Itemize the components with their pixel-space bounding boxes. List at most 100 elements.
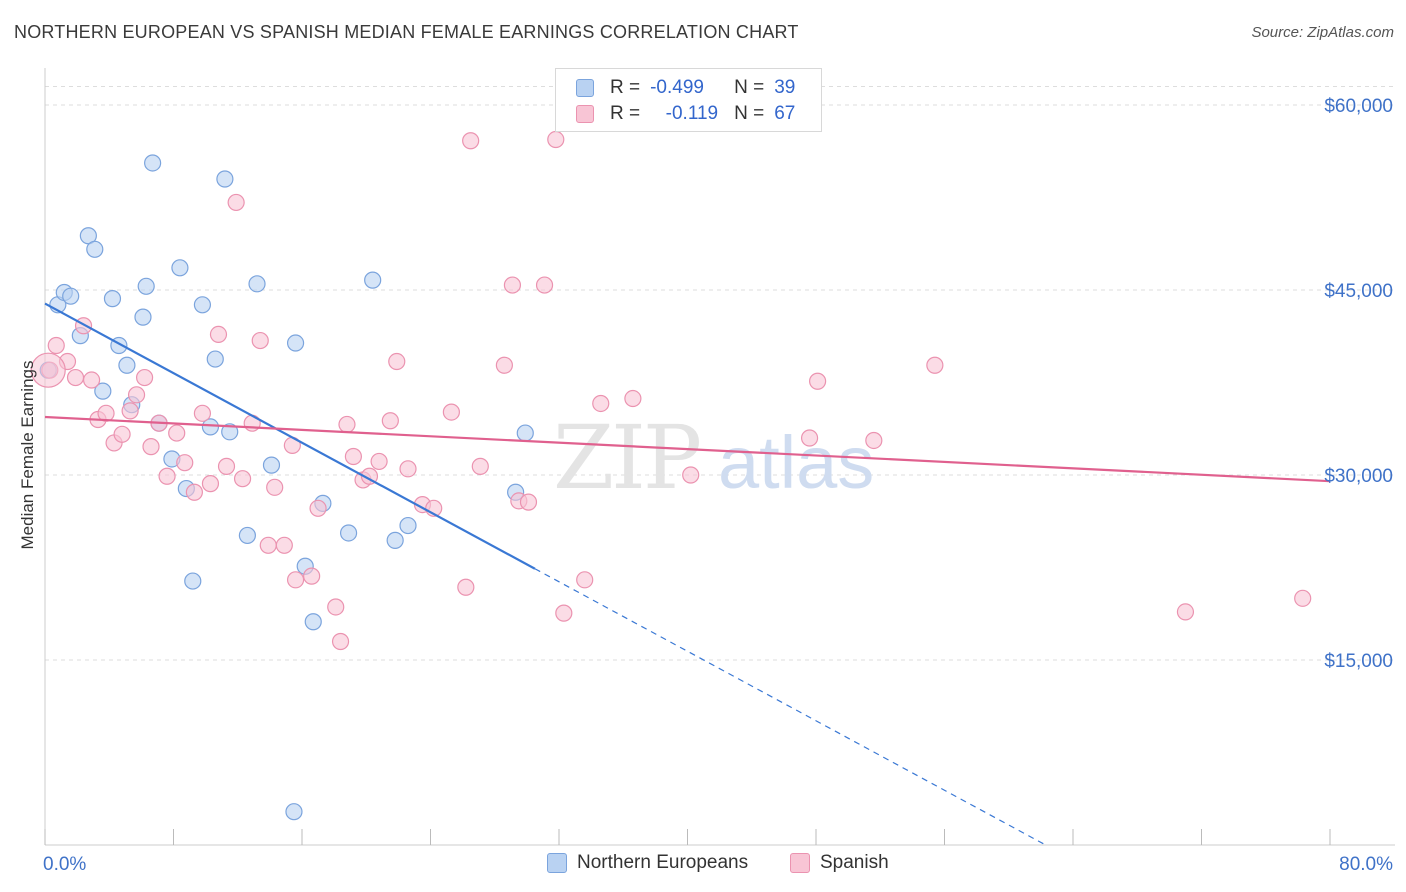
spanish-point xyxy=(462,132,480,150)
northern-europeans-point xyxy=(221,423,239,441)
spanish-point xyxy=(327,598,345,616)
spanish-point xyxy=(201,475,220,493)
northern-europeans-point xyxy=(144,154,162,172)
spanish-point xyxy=(381,412,399,430)
spanish-point xyxy=(113,425,131,443)
spanish-point xyxy=(185,483,203,501)
spanish-point xyxy=(682,466,700,484)
northern-europeans-point xyxy=(118,356,136,374)
legend-label: Spanish xyxy=(820,852,889,873)
spanish-point xyxy=(809,372,827,390)
legend-r-label: R = xyxy=(610,103,641,124)
spanish-point xyxy=(266,478,284,496)
trend-lines xyxy=(44,302,1331,846)
legend-swatch-pink xyxy=(576,105,594,123)
northern-europeans-point xyxy=(201,418,220,436)
spanish-point xyxy=(176,454,194,472)
northern-europeans-trend-line xyxy=(44,302,536,570)
stats-legend: R = -0.499 N = 39 R = -0.119 N = 67 xyxy=(555,68,822,132)
northern-europeans-point xyxy=(516,424,534,442)
axes xyxy=(44,68,1395,846)
watermark-atlas: atlas xyxy=(718,421,874,504)
northern-europeans-point xyxy=(364,271,382,289)
northern-europeans-point xyxy=(137,277,155,295)
tick-labels: $15,000 $30,000 $45,000 $60,000 0.0% 80.0% xyxy=(43,96,1393,875)
legend-swatch-blue xyxy=(576,79,594,97)
northern-europeans-point xyxy=(248,275,266,293)
spanish-point xyxy=(344,447,362,466)
northern-europeans-point xyxy=(339,524,358,542)
spanish-trend-line xyxy=(44,415,1331,483)
spanish-point xyxy=(547,130,565,149)
spanish-point xyxy=(555,604,573,622)
y-tick-label: $60,000 xyxy=(1324,96,1393,117)
y-axis-label: Median Female Earnings xyxy=(18,360,37,550)
spanish-point xyxy=(926,356,944,374)
northern-europeans-point xyxy=(86,240,104,258)
northern-europeans-point xyxy=(262,456,281,474)
legend-n-value: 39 xyxy=(774,77,796,98)
spanish-point xyxy=(519,493,538,511)
spanish-point xyxy=(251,331,269,350)
northern-europeans-point xyxy=(206,350,224,368)
x-tick-label-max: 80.0% xyxy=(1339,854,1393,875)
spanish-point xyxy=(121,402,139,420)
chart-title: NORTHERN EUROPEAN VS SPANISH MEDIAN FEMA… xyxy=(14,22,799,42)
northern-europeans-point xyxy=(285,803,303,821)
spanish-point xyxy=(388,352,406,371)
spanish-point xyxy=(233,470,252,488)
spanish-point xyxy=(535,276,554,294)
northern-europeans-point xyxy=(62,287,80,305)
northern-europeans-point xyxy=(238,526,256,545)
northern-europeans-point xyxy=(216,170,234,188)
y-tick-label: $30,000 xyxy=(1324,466,1393,487)
spanish-point xyxy=(471,457,489,475)
legend-swatch-blue xyxy=(547,853,567,873)
spanish-point xyxy=(47,336,65,355)
legend-n-label: N = xyxy=(734,103,765,124)
spanish-point xyxy=(303,567,321,585)
legend-r-value: -0.119 xyxy=(665,103,719,124)
spanish-cluster-point xyxy=(30,352,66,388)
northern-europeans-point xyxy=(184,572,202,590)
legend-n-value: 67 xyxy=(774,103,796,124)
data-points xyxy=(30,130,1312,821)
watermark: ZIP atlas xyxy=(553,406,874,509)
spanish-point xyxy=(1176,603,1195,621)
spanish-point xyxy=(338,415,356,434)
legend-r-value: -0.499 xyxy=(650,77,704,98)
spanish-point xyxy=(331,632,350,651)
spanish-point xyxy=(800,429,819,447)
legend-n-label: N = xyxy=(734,77,765,98)
spanish-point xyxy=(127,386,146,404)
spanish-point xyxy=(142,438,160,456)
source-credit: Source: ZipAtlas.com xyxy=(1251,24,1394,41)
spanish-point xyxy=(592,394,610,413)
spanish-point xyxy=(624,389,642,408)
y-tick-label: $15,000 xyxy=(1324,651,1393,672)
legend-label: Northern Europeans xyxy=(577,852,749,873)
y-tick-label: $45,000 xyxy=(1324,281,1393,302)
northern-europeans-point xyxy=(103,290,122,308)
spanish-point xyxy=(82,371,101,389)
northern-europeans-point xyxy=(399,516,417,535)
northern-europeans-point xyxy=(386,531,404,549)
spanish-point xyxy=(168,424,186,442)
spanish-point xyxy=(97,404,115,422)
northern-europeans-point xyxy=(171,259,189,277)
legend-row-northern-europeans: R = -0.499 N = 39 xyxy=(576,77,795,99)
spanish-point xyxy=(227,193,245,212)
legend-r-label: R = xyxy=(610,77,641,98)
northern-europeans-point xyxy=(94,382,112,400)
spanish-point xyxy=(865,431,883,450)
spanish-point xyxy=(217,457,236,475)
spanish-point xyxy=(457,578,475,596)
spanish-point xyxy=(275,536,293,554)
spanish-point xyxy=(1294,589,1312,607)
spanish-point xyxy=(193,404,212,422)
legend-swatch-pink xyxy=(790,853,810,873)
spanish-point xyxy=(442,403,460,421)
spanish-point xyxy=(158,467,176,485)
spanish-point xyxy=(286,571,305,589)
